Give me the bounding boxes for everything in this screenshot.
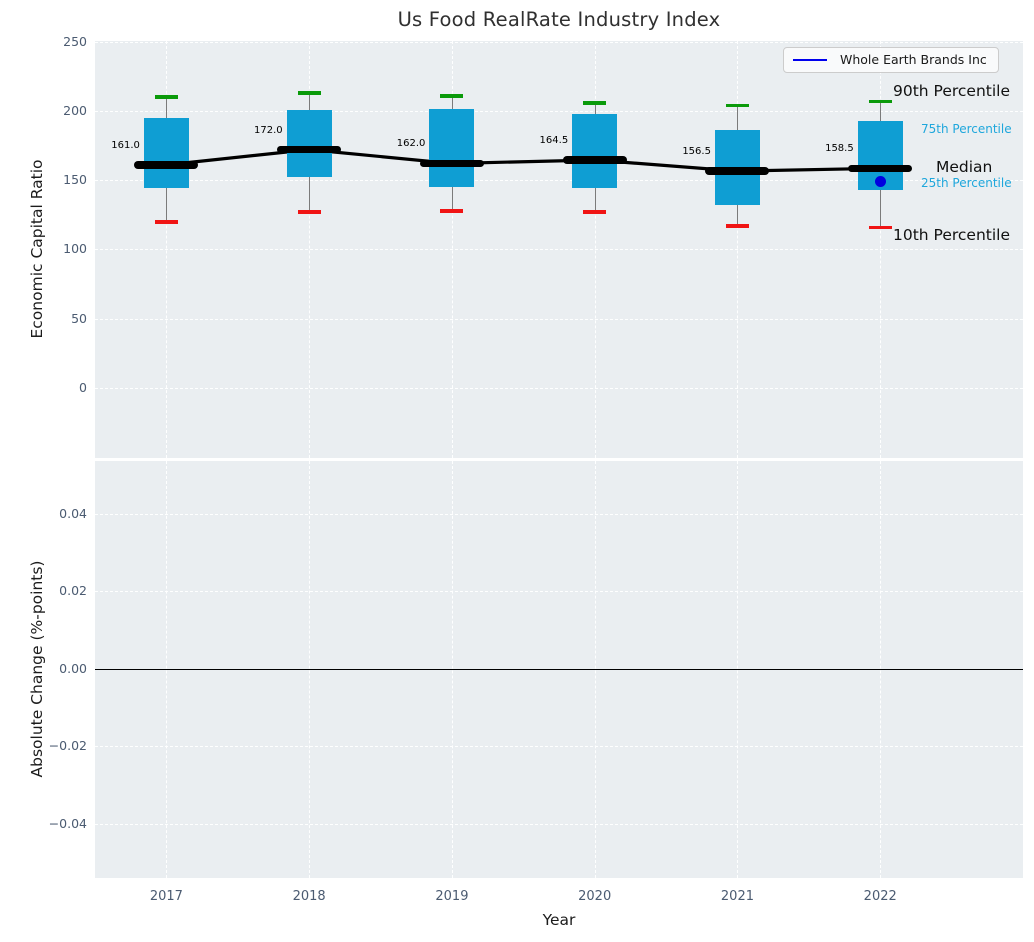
annotation-25th-percentile: 25th Percentile [921,173,1012,193]
xtick-label-2018: 2018 [279,889,339,904]
median-bar-2021 [705,167,769,175]
cap-90th-2017 [155,95,178,99]
annotation-75th-percentile: 75th Percentile [921,119,1012,139]
xtick-label-2019: 2019 [422,889,482,904]
ytick-label-bottom: −0.04 [0,816,87,831]
cap-90th-2020 [583,101,606,105]
cap-90th-2022 [869,100,892,104]
legend-line-icon [793,59,827,61]
median-value-label-2021: 156.5 [611,146,711,157]
legend: Whole Earth Brands Inc [783,47,999,73]
cap-10th-2017 [155,220,178,224]
annotation-90th-percentile: 90th Percentile [893,81,1010,101]
median-bar-2020 [563,156,627,164]
ytick-label-top: 250 [0,34,87,49]
median-value-label-2018: 172.0 [183,125,283,136]
company-point [875,176,886,187]
figure: Us Food RealRate Industry Index Economic… [0,0,1034,942]
cap-10th-2018 [298,210,321,214]
ytick-label-top: 50 [0,311,87,326]
gridline-horizontal [95,514,1023,515]
ytick-label-bottom: 0.02 [0,583,87,598]
zero-line [95,669,1023,670]
gridline-horizontal [95,111,1023,112]
ytick-label-top: 150 [0,172,87,187]
median-bar-2019 [420,160,484,168]
median-value-label-2019: 162.0 [325,138,425,149]
cap-10th-2022 [869,226,892,230]
gridline-horizontal [95,746,1023,747]
ytick-label-bottom: 0.00 [0,661,87,676]
xtick-label-2020: 2020 [565,889,625,904]
ytick-label-top: 100 [0,241,87,256]
ytick-label-top: 200 [0,103,87,118]
gridline-horizontal [95,249,1023,250]
box-2019 [429,109,474,187]
gridline-horizontal [95,42,1023,43]
cap-10th-2020 [583,210,606,214]
cap-90th-2018 [298,91,321,95]
legend-label: Whole Earth Brands Inc [840,52,987,67]
gridline-horizontal [95,591,1023,592]
xtick-label-2021: 2021 [707,889,767,904]
median-bar-2017 [134,161,198,169]
gridline-horizontal [95,319,1023,320]
cap-10th-2021 [726,224,749,228]
median-value-label-2020: 164.5 [468,135,568,146]
annotation-10th-percentile: 10th Percentile [893,225,1010,245]
ytick-label-bottom: −0.02 [0,738,87,753]
median-value-label-2022: 158.5 [754,143,854,154]
gridline-horizontal [95,824,1023,825]
median-value-label-2017: 161.0 [40,140,140,151]
ytick-label-top: 0 [0,380,87,395]
median-bar-2022 [848,165,912,173]
ytick-label-bottom: 0.04 [0,506,87,521]
xtick-label-2017: 2017 [136,889,196,904]
gridline-horizontal [95,388,1023,389]
cap-90th-2019 [440,94,463,98]
cap-10th-2019 [440,209,463,213]
xtick-label-2022: 2022 [850,889,910,904]
cap-90th-2021 [726,104,749,108]
